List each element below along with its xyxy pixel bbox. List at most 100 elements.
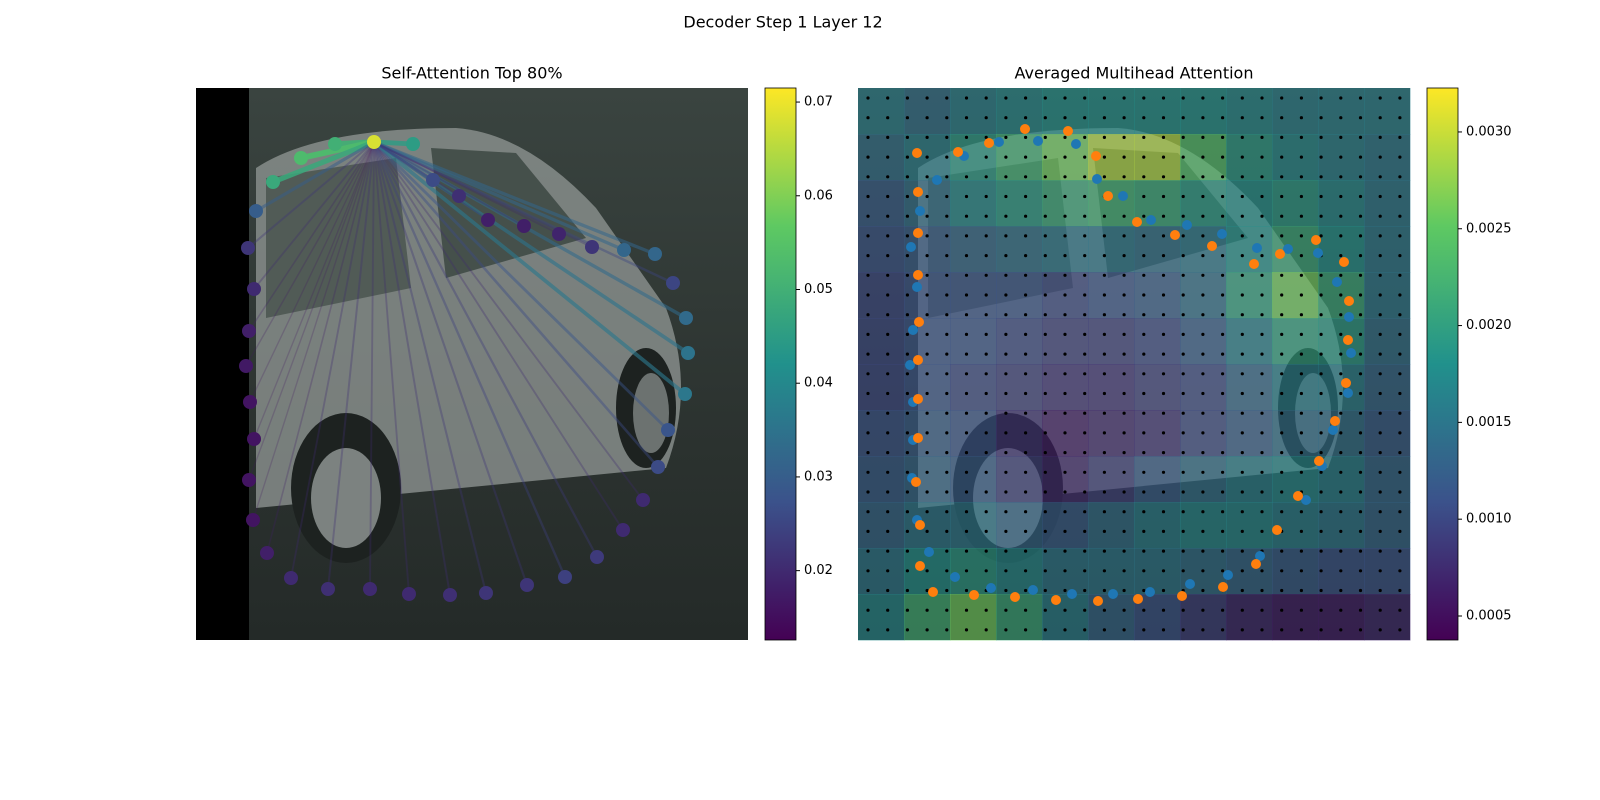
point <box>241 241 255 255</box>
grid-dot <box>1240 588 1244 593</box>
grid-dot <box>1339 490 1343 494</box>
grid-dot <box>1004 155 1008 159</box>
grid-dot <box>886 234 890 238</box>
grid-dot <box>1181 175 1185 179</box>
grid-dot <box>1102 214 1106 218</box>
grid-dot <box>1240 254 1244 258</box>
heatmap-cell <box>1042 502 1089 549</box>
grid-dot <box>1299 175 1303 179</box>
grid-dot <box>1142 391 1146 396</box>
grid-dot <box>866 628 870 632</box>
grid-dot <box>866 411 870 415</box>
attention-line <box>372 140 435 182</box>
heatmap-cell <box>1226 272 1273 319</box>
grid-dot <box>1280 135 1284 139</box>
heatmap-cell <box>996 180 1043 227</box>
point <box>681 346 695 360</box>
grid-dot <box>866 273 870 277</box>
point <box>517 219 531 233</box>
grid-dot <box>1083 293 1087 297</box>
grid-dot <box>1339 510 1343 514</box>
grid-dot <box>1181 549 1185 553</box>
grid-dot <box>1122 313 1126 317</box>
grid-dot <box>1043 588 1047 593</box>
grid-dot <box>1299 411 1303 415</box>
point <box>950 572 960 582</box>
grid-dot <box>1181 391 1185 396</box>
grid-dot <box>905 175 910 179</box>
grid-dot <box>1043 529 1047 534</box>
grid-dot <box>886 372 890 376</box>
grid-dot <box>1122 155 1126 159</box>
grid-dot <box>1024 490 1028 494</box>
point <box>1067 589 1077 599</box>
grid-dot <box>1358 175 1363 179</box>
grid-dot <box>1280 451 1284 455</box>
grid-dot <box>1161 332 1166 336</box>
heatmap-cell <box>1364 318 1411 365</box>
grid-dot <box>866 549 870 553</box>
grid-dot <box>1043 569 1047 573</box>
grid-dot <box>1161 155 1166 159</box>
attention-line <box>373 141 644 501</box>
grid-dot <box>1240 293 1244 297</box>
grid-dot <box>1319 549 1323 553</box>
grid-dot <box>1280 214 1284 218</box>
grid-dot <box>1181 273 1185 277</box>
grid-dot <box>1378 234 1382 238</box>
heatmap-cell <box>996 272 1043 319</box>
heatmap-cell <box>1364 364 1411 411</box>
point <box>1341 378 1351 388</box>
grid-dot <box>1398 234 1402 238</box>
grid-dot <box>1280 175 1284 179</box>
point <box>913 433 923 443</box>
grid-dot <box>1358 431 1363 435</box>
grid-dot <box>945 175 949 179</box>
grid-dot <box>925 254 929 258</box>
grid-dot <box>1102 490 1106 494</box>
grid-dot <box>1142 431 1146 435</box>
grid-dot <box>1319 431 1323 435</box>
grid-dot <box>964 628 969 632</box>
grid-dot <box>1319 470 1323 474</box>
grid-dot <box>964 608 969 612</box>
heatmap-cell <box>1226 456 1273 503</box>
grid-dot <box>1142 372 1146 376</box>
grid-dot <box>984 470 988 474</box>
grid-dot <box>1024 391 1028 396</box>
heatmap-cell <box>1226 88 1273 135</box>
grid-dot <box>886 96 890 100</box>
grid-dot <box>905 529 910 534</box>
grid-dot <box>1378 490 1382 494</box>
grid-dot <box>1024 135 1028 139</box>
grid-dot <box>1004 529 1008 534</box>
grid-dot <box>1024 588 1028 593</box>
grid-dot <box>1378 470 1382 474</box>
grid-dot <box>1181 116 1185 120</box>
point <box>520 578 534 592</box>
grid-dot <box>1201 293 1205 297</box>
grid-dot <box>1378 569 1382 573</box>
heatmap-cell <box>1180 88 1227 135</box>
grid-dot <box>1378 411 1382 415</box>
grid-dot <box>1299 391 1303 396</box>
grid-dot <box>925 510 929 514</box>
grid-dot <box>1181 569 1185 573</box>
heatmap-cell <box>858 548 905 595</box>
grid-dot <box>1378 391 1382 396</box>
grid-dot <box>866 234 870 238</box>
point <box>1332 277 1342 287</box>
grid-dot <box>1063 194 1067 199</box>
grid-dot <box>984 234 988 238</box>
grid-dot <box>1102 234 1106 238</box>
grid-dot <box>964 194 969 199</box>
grid-dot <box>1201 470 1205 474</box>
point <box>247 282 261 296</box>
grid-dot <box>1024 214 1028 218</box>
grid-dot <box>1161 214 1166 218</box>
grid-dot <box>1122 135 1126 139</box>
grid-dot <box>866 490 870 494</box>
grid-dot <box>1319 273 1323 277</box>
grid-dot <box>1063 116 1067 120</box>
grid-dot <box>1280 155 1284 159</box>
